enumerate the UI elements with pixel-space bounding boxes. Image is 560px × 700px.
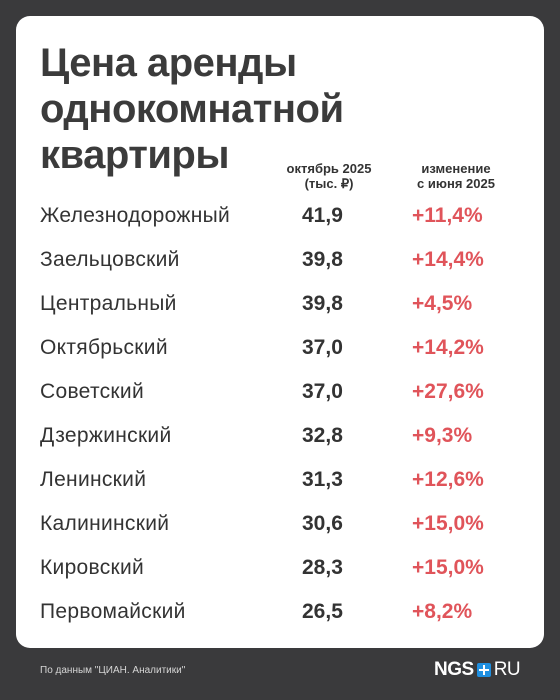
table-row: Ленинский 31,3 +12,6%: [16, 458, 544, 502]
change-value: +11,4%: [412, 204, 483, 227]
change-value: +15,0%: [412, 556, 484, 579]
price-value: 30,6: [302, 512, 343, 535]
district-name: Кировский: [40, 556, 145, 579]
change-value: +14,2%: [412, 336, 484, 359]
price-value: 28,3: [302, 556, 343, 579]
price-value: 37,0: [302, 380, 343, 403]
change-value: +9,3%: [412, 424, 473, 447]
change-value: +27,6%: [412, 380, 484, 403]
plus-square-icon: [476, 663, 491, 677]
price-value: 32,8: [302, 424, 343, 447]
change-column-header: изменение с июня 2025: [396, 161, 516, 191]
price-value: 31,3: [302, 468, 343, 491]
table-row: Заельцовский 39,8 +14,4%: [16, 238, 544, 282]
title-line: квартиры: [40, 133, 230, 177]
district-name: Калининский: [40, 512, 170, 535]
table-row: Калининский 30,6 +15,0%: [16, 502, 544, 546]
district-name: Центральный: [40, 292, 177, 315]
price-value: 37,0: [302, 336, 343, 359]
table-row: Октябрьский 37,0 +14,2%: [16, 326, 544, 370]
district-name: Железнодорожный: [40, 204, 231, 227]
change-header-line: с июня 2025: [417, 176, 495, 191]
infographic-card: Цена аренды однокомнатной квартиры октяб…: [16, 16, 544, 648]
table-row: Кировский 28,3 +15,0%: [16, 546, 544, 590]
district-name: Заельцовский: [40, 248, 180, 271]
price-column-header: октябрь 2025 (тыс. ₽): [278, 161, 380, 191]
change-header-line: изменение: [421, 161, 491, 176]
district-name: Октябрьский: [40, 336, 168, 359]
table-row: Центральный 39,8 +4,5%: [16, 282, 544, 326]
chart-title: Цена аренды однокомнатной квартиры: [40, 40, 344, 178]
source-note: По данным "ЦИАН. Аналитики": [40, 665, 186, 676]
table-row: Советский 37,0 +27,6%: [16, 370, 544, 414]
table-row: Первомайский 26,5 +8,2%: [16, 590, 544, 634]
ngs-logo: NGS RU: [434, 659, 521, 680]
table-row: Железнодорожный 41,9 +11,4%: [16, 194, 544, 238]
title-line: однокомнатной: [40, 87, 344, 131]
logo-text-ru: RU: [493, 659, 521, 680]
price-value: 26,5: [302, 600, 343, 623]
price-value: 39,8: [302, 248, 343, 271]
price-value: 39,8: [302, 292, 343, 315]
district-name: Ленинский: [40, 468, 147, 491]
title-line: Цена аренды: [40, 41, 297, 85]
district-name: Дзержинский: [40, 424, 172, 447]
change-value: +4,5%: [412, 292, 473, 315]
table-row: Дзержинский 32,8 +9,3%: [16, 414, 544, 458]
logo-text-ngs: NGS: [434, 659, 474, 680]
price-value: 41,9: [302, 204, 343, 227]
change-value: +14,4%: [412, 248, 484, 271]
district-name: Первомайский: [40, 600, 186, 623]
change-value: +8,2%: [412, 600, 473, 623]
table-body: Железнодорожный 41,9 +11,4% Заельцовский 39,…: [16, 194, 544, 634]
price-header-line: октябрь 2025: [286, 161, 372, 176]
change-value: +12,6%: [412, 468, 484, 491]
change-value: +15,0%: [412, 512, 484, 535]
district-name: Советский: [40, 380, 144, 403]
price-header-line: (тыс. ₽): [304, 176, 354, 191]
